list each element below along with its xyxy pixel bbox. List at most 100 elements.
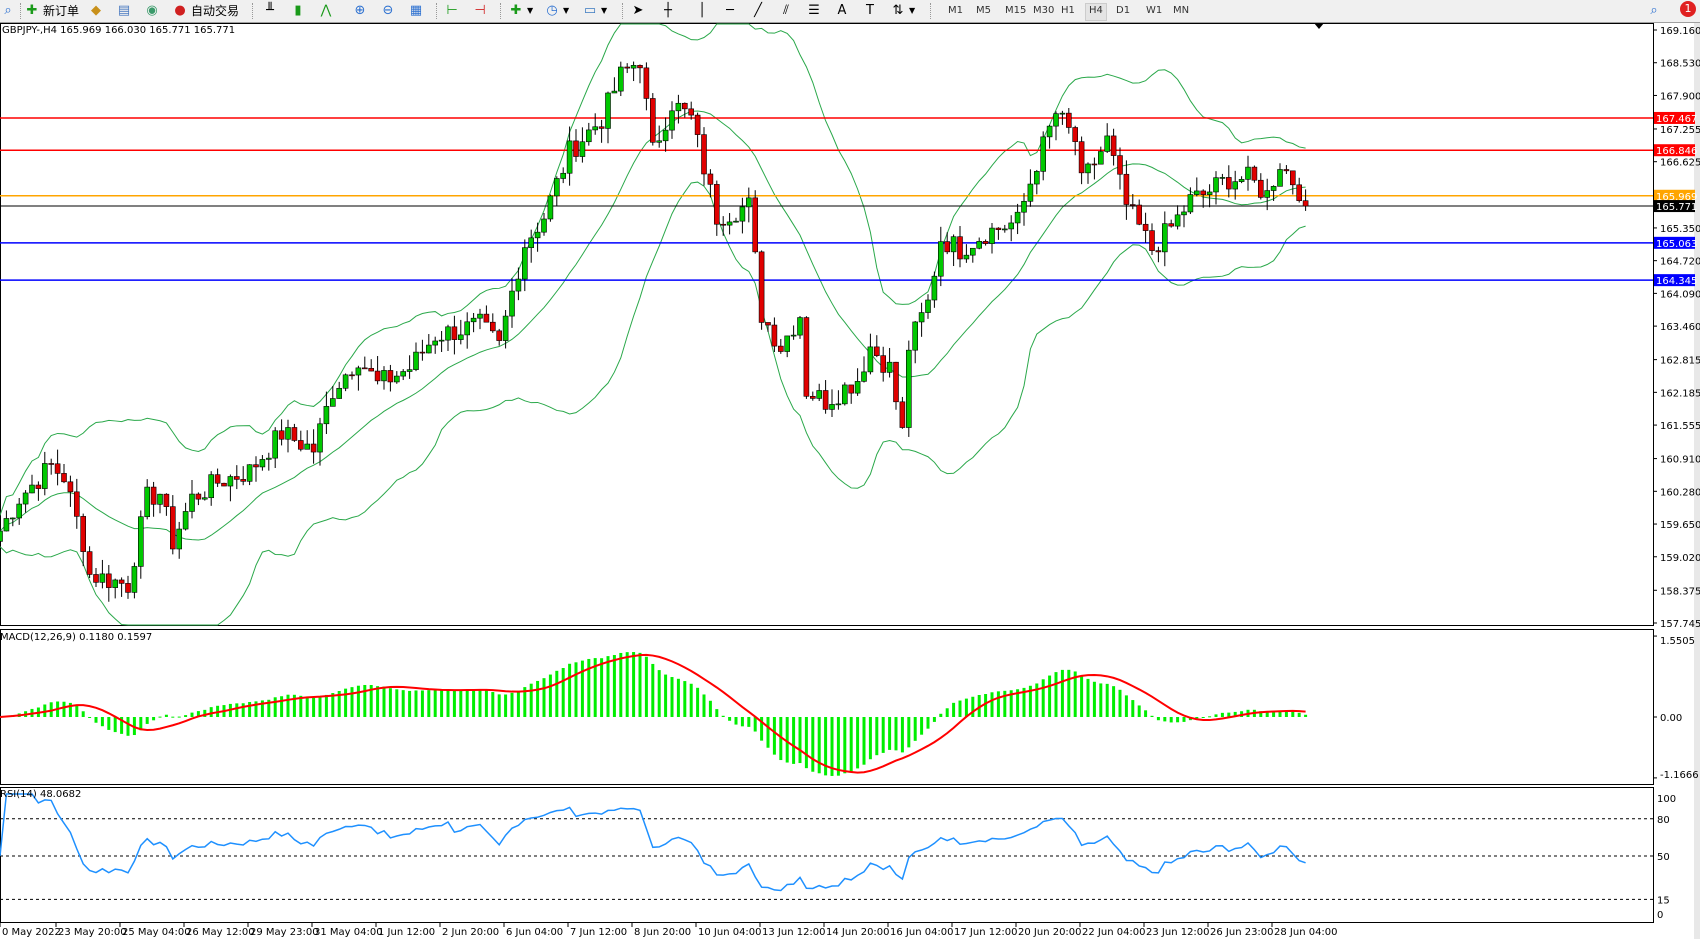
new-order-button[interactable]: ✚ 新订单 (24, 2, 79, 20)
macd-histogram-bar (984, 694, 988, 717)
candle-body (489, 321, 496, 332)
fibonacci-button[interactable]: ☰ (806, 2, 822, 20)
timeframe-m1[interactable]: M1 (948, 5, 963, 16)
new-order-icon: ✚ (26, 3, 38, 18)
horizontal-line-button[interactable]: ─ (722, 2, 738, 20)
candle-body (1072, 127, 1078, 142)
notification-badge[interactable]: 1 (1680, 1, 1696, 17)
text-button[interactable]: A (834, 2, 850, 20)
time-tick-label: 14 Jun 20:00 (826, 927, 890, 938)
zoom-in-button[interactable]: ⊕ (352, 2, 368, 20)
candle-body (611, 90, 618, 94)
autoscroll-button[interactable]: ⊣ (472, 2, 488, 20)
timeframe-mn[interactable]: MN (1173, 5, 1190, 16)
timeframe-h4[interactable]: H4 (1085, 3, 1107, 21)
timeframe-m15[interactable]: M15 (1005, 5, 1027, 16)
macd-histogram-bar (126, 717, 130, 736)
line-chart-button[interactable]: ⋀ (318, 2, 334, 20)
price-tick-label: 167.900 (1660, 91, 1700, 102)
timeframe-h1[interactable]: H1 (1061, 5, 1075, 16)
candle (841, 382, 848, 406)
right-scrollbar[interactable] (1694, 23, 1700, 939)
chart-shift-button[interactable]: ⊢ (444, 2, 460, 20)
macd-histogram-bar (100, 717, 104, 727)
macd-histogram-bar (1092, 681, 1096, 717)
candle (848, 384, 855, 404)
candle-body (1091, 163, 1098, 166)
macd-histogram-bar (907, 717, 911, 748)
candle (80, 513, 86, 567)
macd-histogram-bar (843, 717, 847, 774)
candle-body (1251, 166, 1258, 181)
signals-button[interactable]: ◉ (144, 2, 160, 20)
candle (138, 510, 144, 579)
price-tick-label: 163.460 (1660, 322, 1700, 333)
periods-icon: ◷ (546, 3, 558, 18)
candle (733, 217, 739, 223)
candle (681, 102, 688, 118)
candle (0, 516, 3, 547)
timeframe-m30[interactable]: M30 (1033, 5, 1055, 16)
macd-histogram-bar (1284, 710, 1288, 717)
candle-body (752, 197, 759, 253)
macd-histogram-bar (62, 701, 66, 717)
candlestick-button[interactable]: ▮ (290, 2, 306, 20)
timeframe-w1[interactable]: W1 (1146, 5, 1163, 16)
macd-histogram-bar (280, 696, 284, 717)
bar-chart-button[interactable]: ╨ (262, 2, 278, 20)
candle (157, 493, 163, 514)
timeframe-m5[interactable]: M5 (976, 5, 991, 16)
search-button[interactable]: ⌕ (1646, 2, 1662, 20)
candle (1034, 169, 1040, 195)
tile-windows-button[interactable]: ▦ (408, 2, 424, 20)
text-label-button[interactable]: T (862, 2, 878, 20)
candle (16, 497, 23, 525)
market-watch-button[interactable]: ◆ (88, 2, 104, 20)
candle-body (61, 473, 67, 483)
candle-body (598, 126, 605, 129)
candle-body (777, 345, 784, 352)
macd-histogram-bar (670, 677, 674, 717)
candle (1155, 246, 1162, 263)
macd-histogram-bar (683, 681, 687, 717)
macd-histogram-bar (203, 709, 207, 717)
candle-body (688, 108, 695, 116)
macd-histogram-bar (625, 652, 629, 717)
macd-histogram-bar (1022, 687, 1026, 717)
candle-body (336, 387, 343, 399)
search-icon[interactable]: ⌕ (4, 3, 12, 18)
price-tick-label: 157.745 (1660, 619, 1700, 630)
time-tick-label: 22 Jun 04:00 (1082, 927, 1146, 938)
candle-body (227, 476, 234, 487)
cursor-button[interactable]: ➤ (630, 2, 646, 20)
candle-body (93, 574, 99, 583)
arrows-button[interactable]: ⇅ ▼ (890, 2, 916, 20)
macd-histogram-bar (689, 683, 693, 717)
candle (797, 315, 803, 339)
equidistant-channel-button[interactable]: ⫽ (778, 2, 794, 20)
candle-body (157, 493, 163, 505)
zoom-out-button[interactable]: ⊖ (380, 2, 396, 20)
macd-histogram-bar (747, 717, 751, 727)
auto-trading-button[interactable]: ● 自动交易 (172, 2, 239, 20)
candle (35, 481, 42, 501)
macd-histogram-bar (132, 717, 136, 736)
time-tick-label: 26 May 12:00 (186, 927, 255, 938)
indicators-button[interactable]: ✚ ▼ (508, 2, 534, 20)
timeframe-d1[interactable]: D1 (1116, 5, 1131, 16)
candle-body (22, 492, 29, 505)
candle-body (835, 403, 842, 406)
vertical-line-button[interactable]: │ (694, 2, 710, 20)
crosshair-button[interactable]: ┼ (660, 2, 676, 20)
candle-body (989, 227, 995, 244)
navigator-button[interactable]: ▤ (116, 2, 132, 20)
candle (1123, 160, 1130, 220)
macd-histogram-bar (171, 716, 175, 718)
trendline-button[interactable]: ╱ (750, 2, 766, 20)
candle (93, 567, 99, 588)
candle (1001, 224, 1008, 233)
candle (432, 336, 439, 354)
periods-button[interactable]: ◷ ▼ (544, 2, 569, 20)
templates-button[interactable]: ▭ ▼ (583, 3, 608, 18)
